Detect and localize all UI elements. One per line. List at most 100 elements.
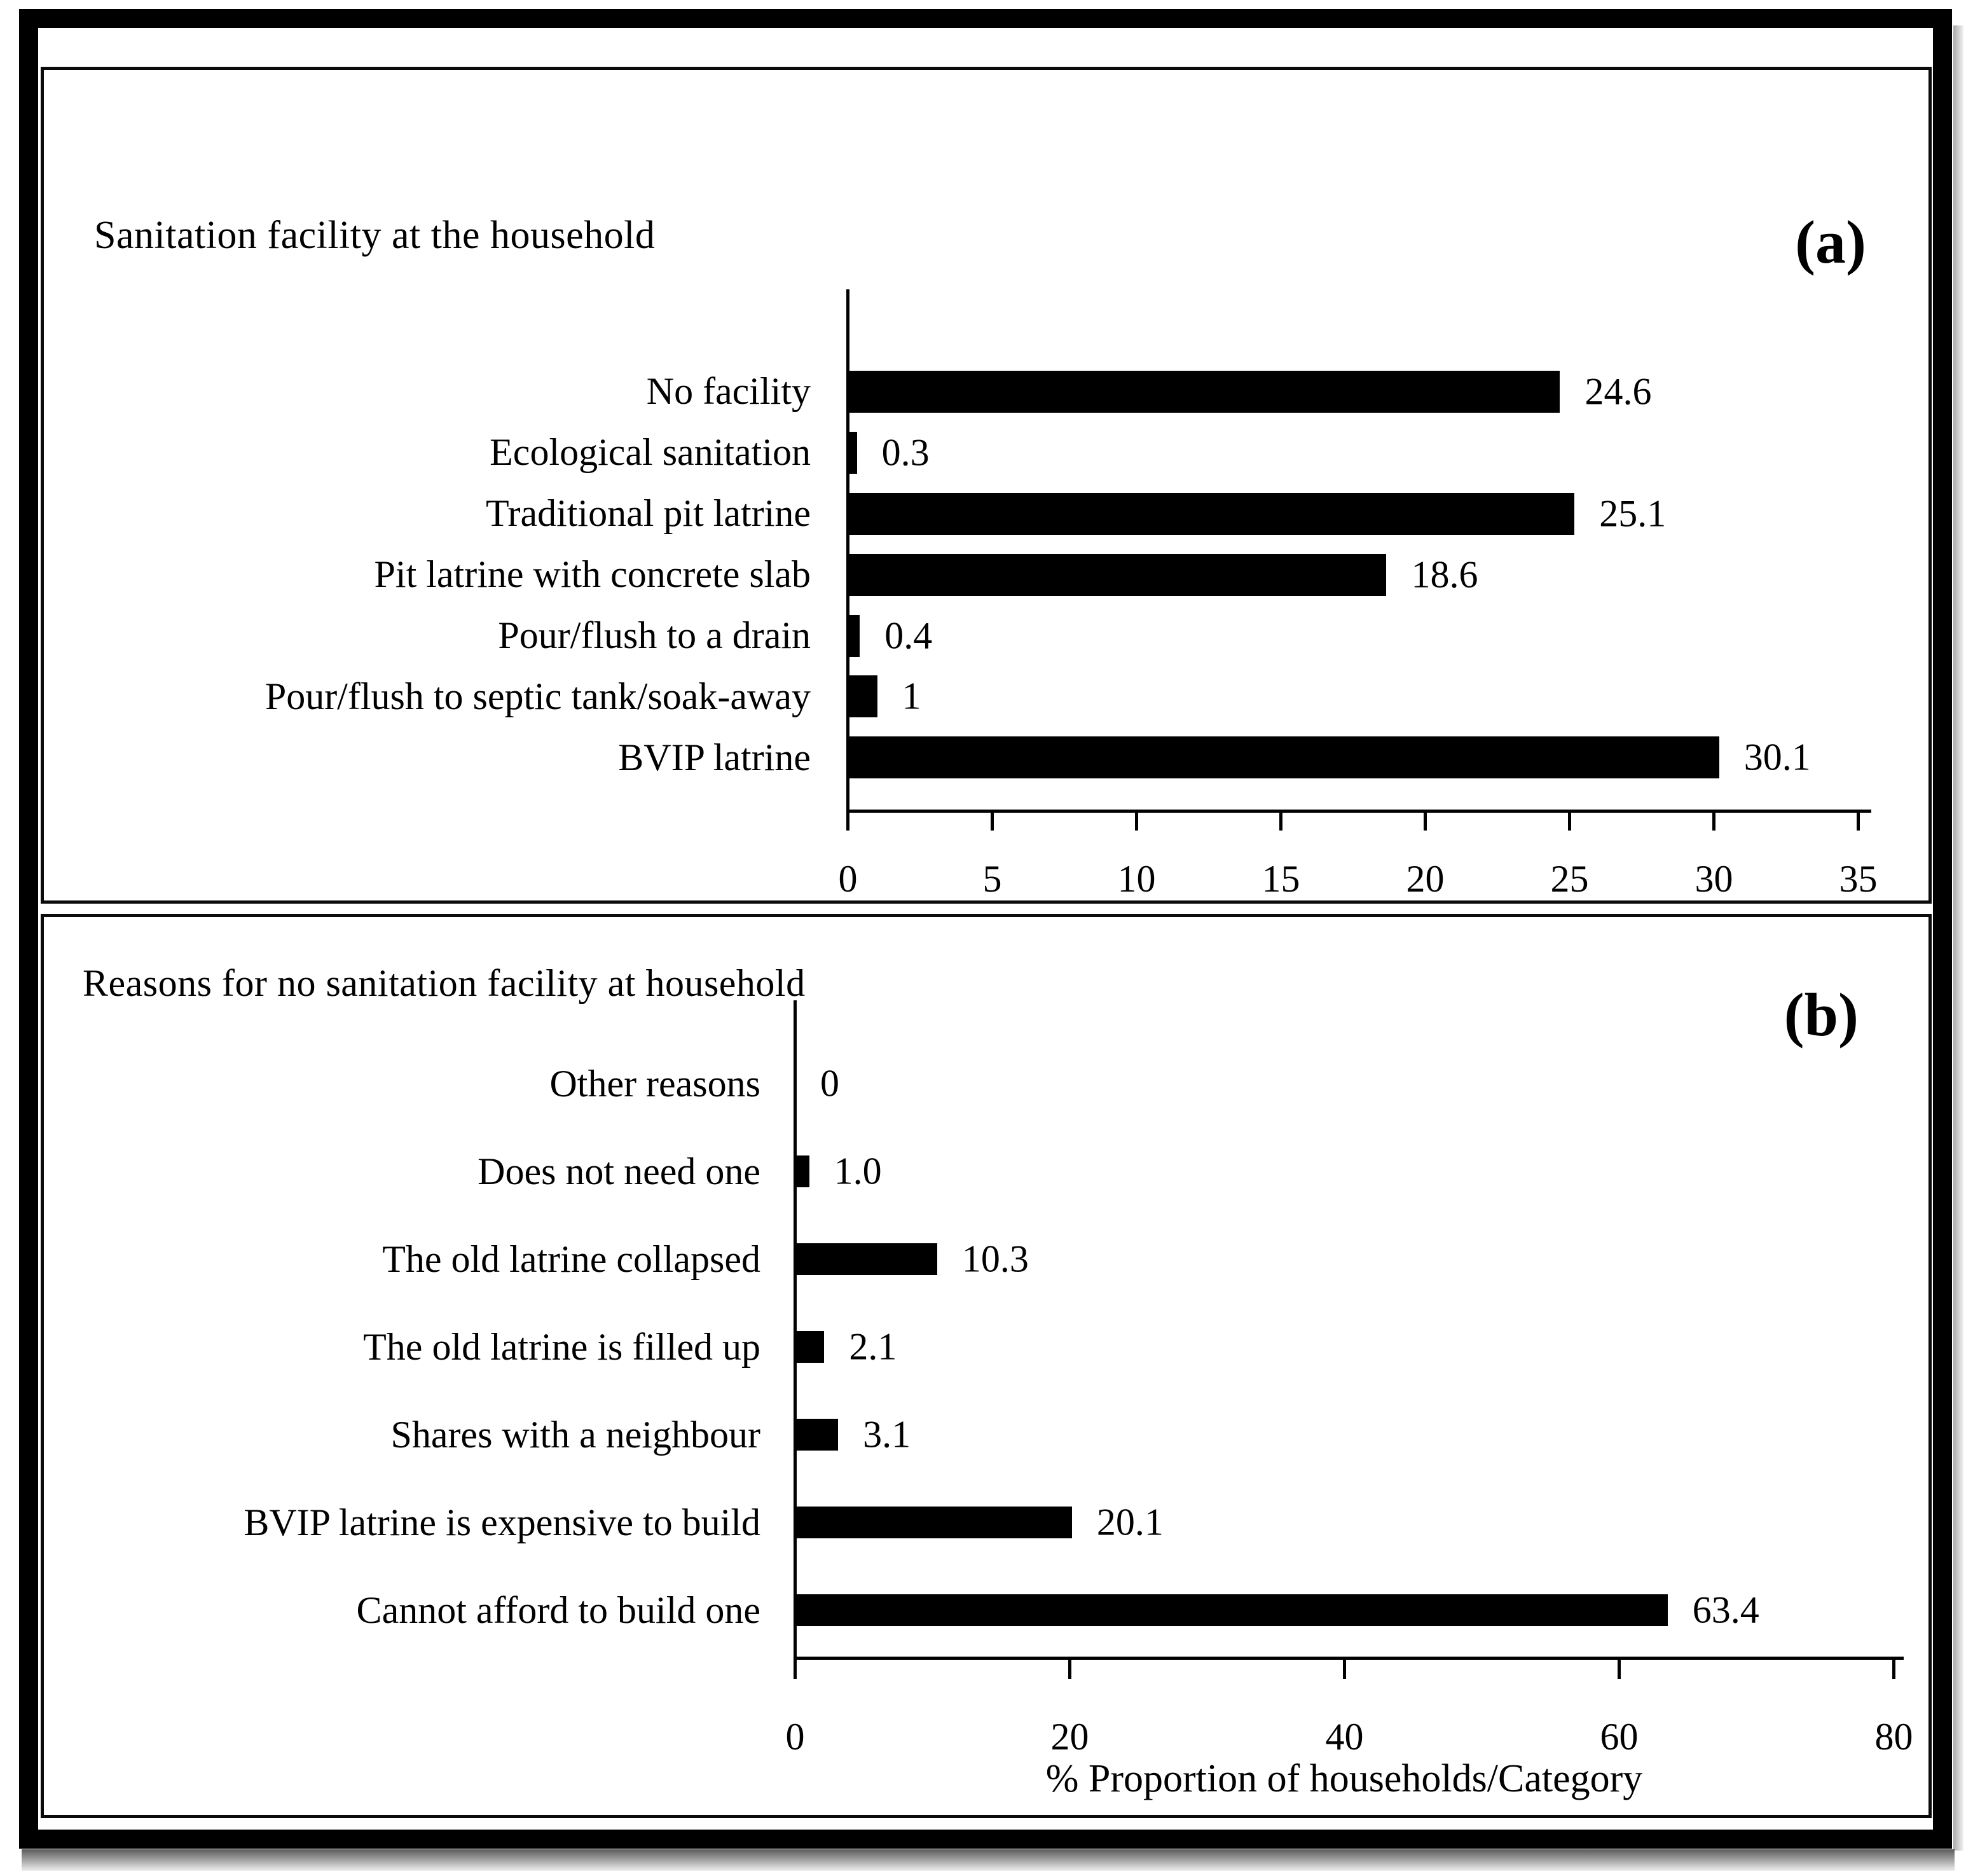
bar bbox=[795, 1243, 937, 1275]
axis-tick-label: 0 bbox=[785, 1716, 805, 1758]
panel-b-bar-rows: Other reasons 0 Does not need one 1.0 The ol… bbox=[44, 1040, 1928, 1654]
bar-row: Ecological sanitation 0.3 bbox=[44, 422, 1928, 483]
category-label: Pit latrine with concrete slab bbox=[374, 553, 811, 596]
bar bbox=[795, 1507, 1072, 1538]
category-label: Cannot afford to build one bbox=[356, 1589, 760, 1631]
bar-track: 2.1 bbox=[794, 1303, 1928, 1391]
bar-row: Shares with a neighbour 3.1 bbox=[44, 1391, 1928, 1479]
category-label: Does not need one bbox=[478, 1150, 760, 1192]
category-label: Pour/flush to a drain bbox=[498, 614, 811, 656]
axis-tick-label: 10 bbox=[1117, 858, 1156, 900]
category-label: Traditional pit latrine bbox=[485, 492, 811, 535]
bar bbox=[795, 1155, 809, 1187]
bar-row: Does not need one 1.0 bbox=[44, 1128, 1928, 1215]
value-label: 1.0 bbox=[834, 1150, 882, 1192]
category-label: BVIP latrine bbox=[618, 736, 811, 778]
value-label: 25.1 bbox=[1599, 492, 1667, 535]
axis-tick-label: 5 bbox=[982, 858, 1002, 900]
bar-row: Pour/flush to a drain 0.4 bbox=[44, 605, 1928, 666]
bar-track: 20.1 bbox=[794, 1479, 1928, 1566]
axis-tick bbox=[1424, 813, 1427, 831]
panel-a-bar-rows: No facility 24.6 Ecological sanitation 0.3 T… bbox=[44, 361, 1928, 788]
bar-track: 30.1 bbox=[846, 727, 1928, 788]
panel-b-y-axis-line bbox=[794, 1000, 797, 1660]
category-label: The old latrine is filled up bbox=[363, 1325, 760, 1368]
bar-track: 18.6 bbox=[846, 544, 1928, 605]
value-label: 0 bbox=[820, 1062, 839, 1105]
axis-tick-label: 35 bbox=[1839, 858, 1878, 900]
figure-bottom-shadow bbox=[22, 1849, 1955, 1871]
bar-row: No facility 24.6 bbox=[44, 361, 1928, 422]
axis-tick-label: 60 bbox=[1600, 1716, 1639, 1758]
bar-row: BVIP latrine is expensive to build 20.1 bbox=[44, 1479, 1928, 1566]
axis-tick bbox=[1568, 813, 1571, 831]
bar bbox=[848, 675, 877, 718]
category-label: Ecological sanitation bbox=[490, 431, 811, 474]
panel-a-title: Sanitation facility at the household bbox=[94, 214, 656, 257]
panel-b-reasons-no-facility: Reasons for no sanitation facility at ho… bbox=[41, 914, 1932, 1818]
bar bbox=[848, 736, 1719, 779]
axis-tick-label: 20 bbox=[1050, 1716, 1089, 1758]
bar-row: The old latrine collapsed 10.3 bbox=[44, 1215, 1928, 1303]
category-label: No facility bbox=[646, 370, 811, 413]
axis-tick bbox=[1712, 813, 1715, 831]
axis-tick bbox=[1135, 813, 1138, 831]
bar-row: Cannot afford to build one 63.4 bbox=[44, 1566, 1928, 1654]
value-label: 0.4 bbox=[884, 614, 933, 656]
value-label: 10.3 bbox=[961, 1238, 1029, 1280]
value-label: 63.4 bbox=[1692, 1589, 1759, 1631]
axis-tick-label: 40 bbox=[1325, 1716, 1364, 1758]
axis-tick-label: 15 bbox=[1261, 858, 1300, 900]
bar bbox=[795, 1419, 839, 1451]
bar bbox=[795, 1594, 1668, 1626]
value-label: 3.1 bbox=[863, 1413, 911, 1456]
axis-tick-label: 0 bbox=[838, 858, 858, 900]
axis-tick bbox=[1618, 1660, 1621, 1679]
panel-a-sanitation-facility: Sanitation facility at the household (a)… bbox=[41, 67, 1932, 904]
axis-tick-label: 20 bbox=[1406, 858, 1445, 900]
bar-row: Pit latrine with concrete slab 18.6 bbox=[44, 544, 1928, 605]
bar-track: 1 bbox=[846, 666, 1928, 727]
bar-track: 10.3 bbox=[794, 1215, 1928, 1303]
value-label: 1 bbox=[902, 675, 921, 717]
panel-b-marker: (b) bbox=[1784, 981, 1859, 1049]
value-label: 30.1 bbox=[1743, 736, 1811, 778]
axis-tick bbox=[1892, 1660, 1895, 1679]
value-label: 18.6 bbox=[1411, 553, 1478, 596]
panel-b-x-axis-title: % Proportion of households/Category bbox=[1045, 1757, 1643, 1800]
bar bbox=[848, 614, 860, 657]
panel-b-x-axis-line bbox=[794, 1657, 1904, 1660]
bar-track: 24.6 bbox=[846, 361, 1928, 422]
axis-tick-label: 30 bbox=[1695, 858, 1733, 900]
category-label: BVIP latrine is expensive to build bbox=[244, 1501, 760, 1543]
category-label: Pour/flush to septic tank/soak-away bbox=[265, 675, 811, 717]
figure-right-shadow bbox=[1953, 25, 1963, 1851]
bar bbox=[848, 553, 1387, 596]
bar-row: Pour/flush to septic tank/soak-away 1 bbox=[44, 666, 1928, 727]
bar-track: 1.0 bbox=[794, 1128, 1928, 1215]
axis-tick-label: 25 bbox=[1550, 858, 1589, 900]
value-label: 24.6 bbox=[1585, 370, 1652, 413]
panel-a-y-axis-line bbox=[846, 289, 849, 813]
bar bbox=[848, 492, 1575, 535]
axis-tick bbox=[1068, 1660, 1071, 1679]
category-label: Shares with a neighbour bbox=[390, 1413, 760, 1456]
category-label: The old latrine collapsed bbox=[382, 1238, 760, 1280]
panel-a-x-axis-line bbox=[846, 810, 1871, 813]
axis-tick bbox=[846, 813, 849, 831]
panel-b-title: Reasons for no sanitation facility at ho… bbox=[83, 962, 806, 1004]
bar-row: Other reasons 0 bbox=[44, 1040, 1928, 1128]
bar-row: The old latrine is filled up 2.1 bbox=[44, 1303, 1928, 1391]
bar bbox=[848, 370, 1560, 413]
value-label: 20.1 bbox=[1096, 1501, 1164, 1543]
value-label: 0.3 bbox=[881, 431, 930, 474]
bar-row: Traditional pit latrine 25.1 bbox=[44, 483, 1928, 544]
bar-track: 3.1 bbox=[794, 1391, 1928, 1479]
axis-tick bbox=[1279, 813, 1282, 831]
value-label: 2.1 bbox=[849, 1325, 897, 1368]
axis-tick bbox=[991, 813, 994, 831]
bar-row: BVIP latrine 30.1 bbox=[44, 727, 1928, 788]
axis-tick bbox=[1343, 1660, 1346, 1679]
axis-tick-label: 80 bbox=[1874, 1716, 1913, 1758]
bar-track: 63.4 bbox=[794, 1566, 1928, 1654]
